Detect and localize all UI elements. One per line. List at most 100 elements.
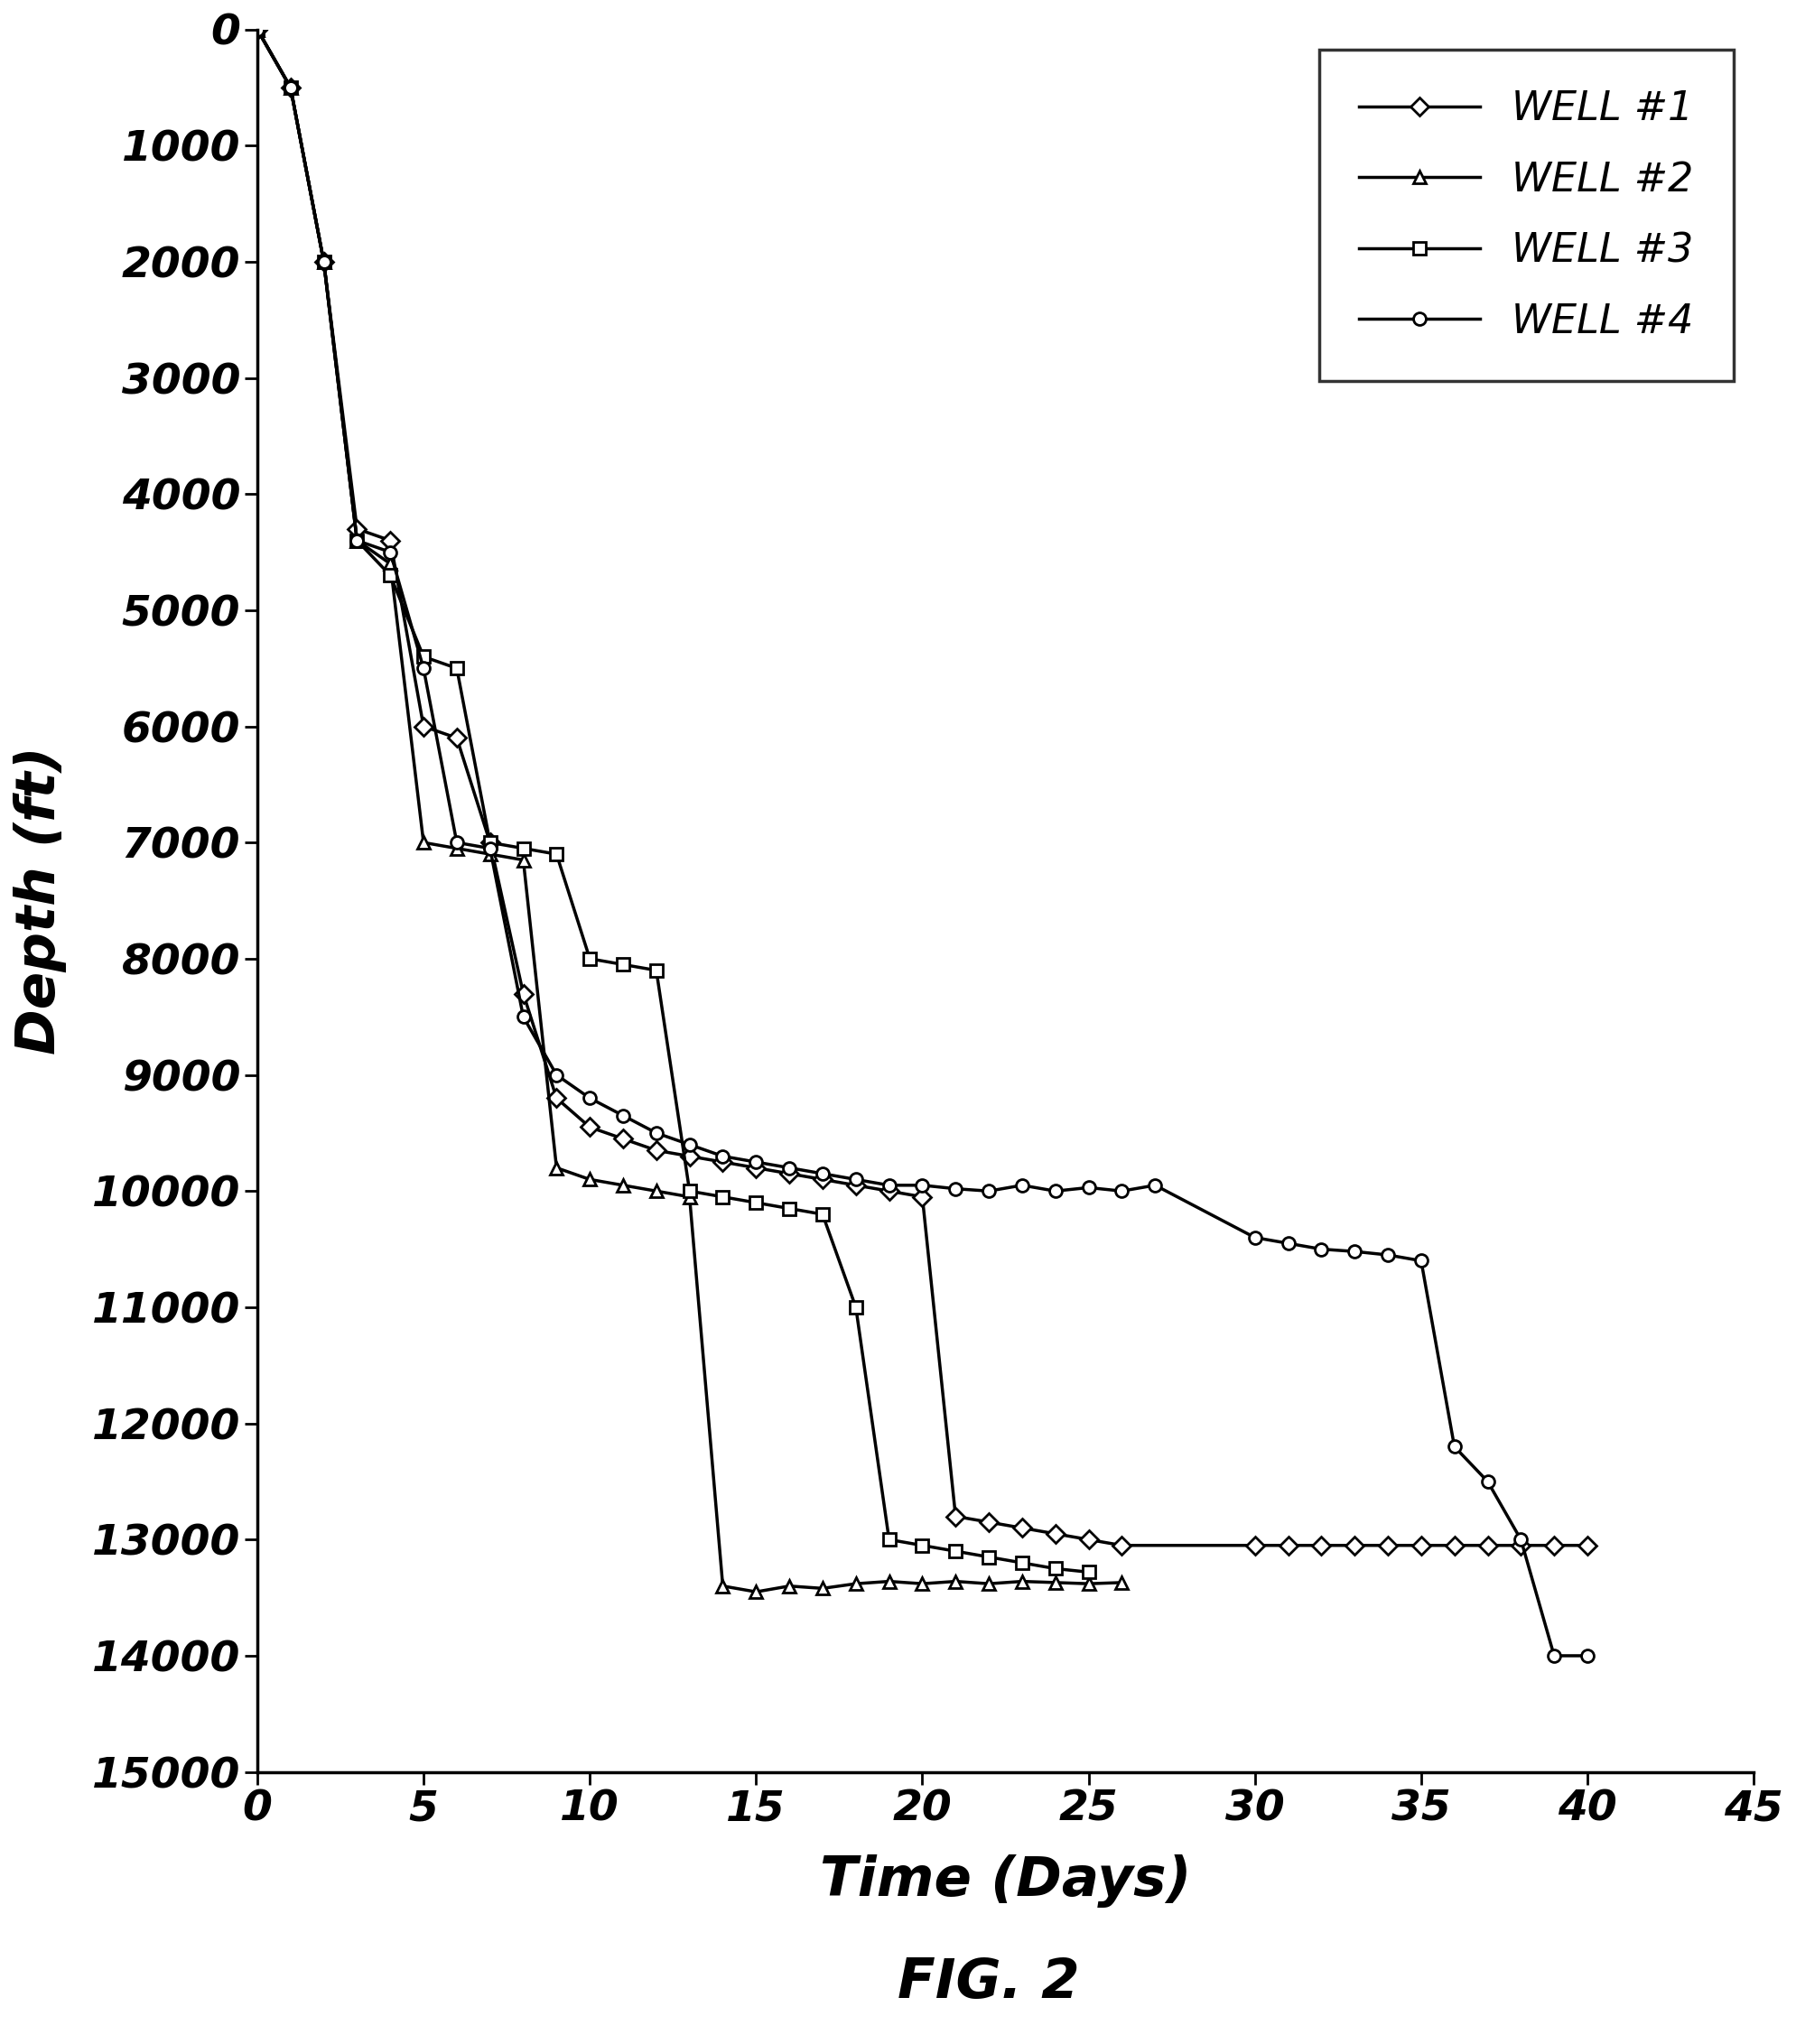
WELL #1: [1309, 1533, 1331, 1558]
WELL #3: [679, 1179, 700, 1204]
WELL #4: [679, 1132, 700, 1157]
WELL #2: [578, 1167, 600, 1192]
WELL #4: [1442, 1435, 1464, 1459]
WELL #3: [1043, 1555, 1065, 1580]
Line: WELL #3: WELL #3: [251, 22, 1094, 1578]
WELL #1: [480, 830, 501, 854]
WELL #1: [1543, 1533, 1564, 1558]
WELL #2: [645, 1179, 666, 1204]
WELL #4: [313, 249, 334, 274]
WELL #2: [612, 1173, 634, 1198]
WELL #4: [246, 16, 268, 41]
WELL #2: [379, 552, 401, 576]
WELL #1: [1376, 1533, 1397, 1558]
WELL #1: [1575, 1533, 1597, 1558]
WELL #2: [711, 1574, 733, 1598]
WELL #4: [1376, 1243, 1397, 1267]
WELL #2: [911, 1572, 932, 1596]
WELL #4: [711, 1145, 733, 1169]
WELL #1: [379, 527, 401, 552]
WELL #4: [745, 1151, 767, 1175]
WELL #3: [546, 842, 568, 867]
WELL #3: [745, 1190, 767, 1214]
WELL #4: [347, 527, 368, 552]
WELL #2: [347, 527, 368, 552]
WELL #2: [280, 76, 302, 100]
WELL #1: [645, 1139, 666, 1163]
WELL #4: [1078, 1175, 1099, 1200]
WELL #1: [977, 1511, 999, 1535]
WELL #1: [1011, 1517, 1033, 1541]
WELL #3: [778, 1196, 799, 1220]
WELL #2: [445, 836, 467, 861]
Line: WELL #1: WELL #1: [251, 22, 1593, 1551]
WELL #2: [413, 830, 435, 854]
WELL #1: [1277, 1533, 1299, 1558]
WELL #4: [280, 76, 302, 100]
WELL #4: [878, 1173, 900, 1198]
WELL #4: [1575, 1643, 1597, 1668]
WELL #1: [313, 249, 334, 274]
WELL #2: [480, 842, 501, 867]
WELL #4: [413, 656, 435, 681]
WELL #4: [578, 1085, 600, 1110]
WELL #4: [1476, 1470, 1498, 1494]
WELL #4: [1410, 1249, 1431, 1273]
WELL #4: [480, 836, 501, 861]
Line: WELL #2: WELL #2: [251, 22, 1128, 1598]
WELL #1: [546, 1085, 568, 1110]
WELL #2: [945, 1570, 966, 1594]
WELL #2: [246, 16, 268, 41]
WELL #1: [711, 1151, 733, 1175]
WELL #2: [878, 1570, 900, 1594]
WELL #4: [1509, 1527, 1530, 1551]
WELL #4: [945, 1177, 966, 1202]
WELL #3: [445, 656, 467, 681]
WELL #1: [512, 981, 533, 1006]
WELL #2: [313, 249, 334, 274]
WELL #3: [512, 836, 533, 861]
WELL #1: [945, 1504, 966, 1529]
WELL #1: [612, 1126, 634, 1151]
WELL #1: [578, 1114, 600, 1139]
WELL #2: [1043, 1570, 1065, 1594]
WELL #2: [1011, 1570, 1033, 1594]
WELL #1: [1043, 1521, 1065, 1545]
WELL #3: [844, 1296, 866, 1320]
WELL #3: [911, 1533, 932, 1558]
WELL #3: [711, 1186, 733, 1210]
WELL #1: [413, 713, 435, 738]
WELL #4: [1309, 1237, 1331, 1261]
WELL #1: [1343, 1533, 1365, 1558]
WELL #1: [445, 726, 467, 750]
WELL #2: [745, 1580, 767, 1605]
WELL #2: [844, 1572, 866, 1596]
WELL #4: [512, 1004, 533, 1028]
WELL #3: [480, 830, 501, 854]
WELL #1: [1243, 1533, 1264, 1558]
WELL #4: [1543, 1643, 1564, 1668]
WELL #1: [812, 1167, 833, 1192]
WELL #4: [911, 1173, 932, 1198]
WELL #3: [1011, 1551, 1033, 1576]
WELL #1: [1442, 1533, 1464, 1558]
WELL #3: [1078, 1560, 1099, 1584]
WELL #1: [745, 1155, 767, 1179]
WELL #1: [878, 1179, 900, 1204]
WELL #2: [1078, 1572, 1099, 1596]
WELL #1: [1078, 1527, 1099, 1551]
WELL #4: [546, 1063, 568, 1087]
WELL #4: [778, 1155, 799, 1179]
WELL #3: [313, 249, 334, 274]
WELL #1: [844, 1173, 866, 1198]
WELL #4: [445, 830, 467, 854]
WELL #1: [246, 16, 268, 41]
WELL #1: [1509, 1533, 1530, 1558]
WELL #2: [778, 1574, 799, 1598]
WELL #4: [1110, 1179, 1131, 1204]
WELL #2: [679, 1186, 700, 1210]
WELL #3: [977, 1545, 999, 1570]
WELL #2: [512, 848, 533, 873]
WELL #4: [645, 1120, 666, 1145]
WELL #4: [612, 1104, 634, 1128]
